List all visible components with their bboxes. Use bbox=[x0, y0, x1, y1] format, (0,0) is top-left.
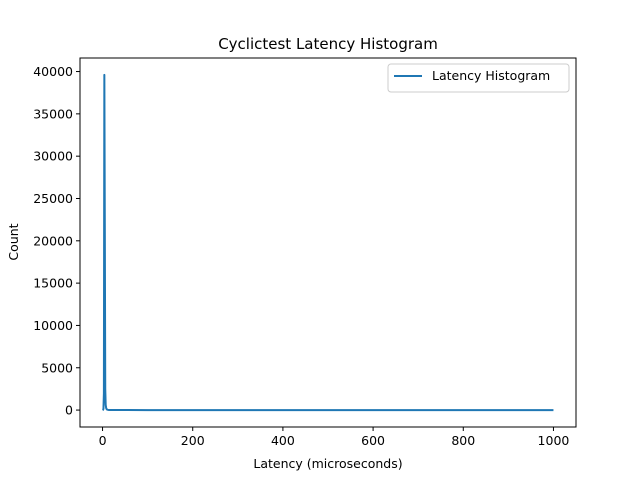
y-tick-label: 0 bbox=[65, 403, 73, 418]
plot-area bbox=[79, 57, 577, 428]
x-tick-label: 1000 bbox=[538, 433, 570, 448]
legend-label: Latency Histogram bbox=[432, 68, 550, 83]
legend: Latency Histogram bbox=[387, 63, 570, 93]
series-line-0 bbox=[102, 73, 554, 412]
y-tick-label: 10000 bbox=[33, 318, 73, 333]
x-tick-label: 600 bbox=[361, 433, 385, 448]
y-tick-label: 15000 bbox=[33, 276, 73, 291]
x-tick-label: 0 bbox=[99, 433, 107, 448]
chart-title: Cyclictest Latency Histogram bbox=[218, 35, 438, 53]
x-axis-label: Latency (microseconds) bbox=[253, 456, 402, 471]
plot-frame bbox=[79, 57, 577, 428]
y-axis-label: Count bbox=[6, 223, 21, 260]
y-tick-label: 35000 bbox=[33, 106, 73, 121]
y-tick-label: 30000 bbox=[33, 149, 73, 164]
x-tick-label: 400 bbox=[271, 433, 295, 448]
y-tick-label: 25000 bbox=[33, 191, 73, 206]
x-tick-label: 800 bbox=[451, 433, 475, 448]
x-axis-ticks: 0 200 400 600 800 1000 bbox=[99, 427, 570, 448]
y-tick-label: 5000 bbox=[41, 360, 73, 375]
y-tick-label: 20000 bbox=[33, 233, 73, 248]
x-tick-label: 200 bbox=[181, 433, 205, 448]
series-layer bbox=[102, 73, 554, 412]
y-tick-label: 40000 bbox=[33, 64, 73, 79]
legend-box bbox=[387, 63, 570, 93]
y-axis-ticks: 0 5000 10000 15000 20000 25000 30000 35000 40000 bbox=[33, 64, 80, 418]
